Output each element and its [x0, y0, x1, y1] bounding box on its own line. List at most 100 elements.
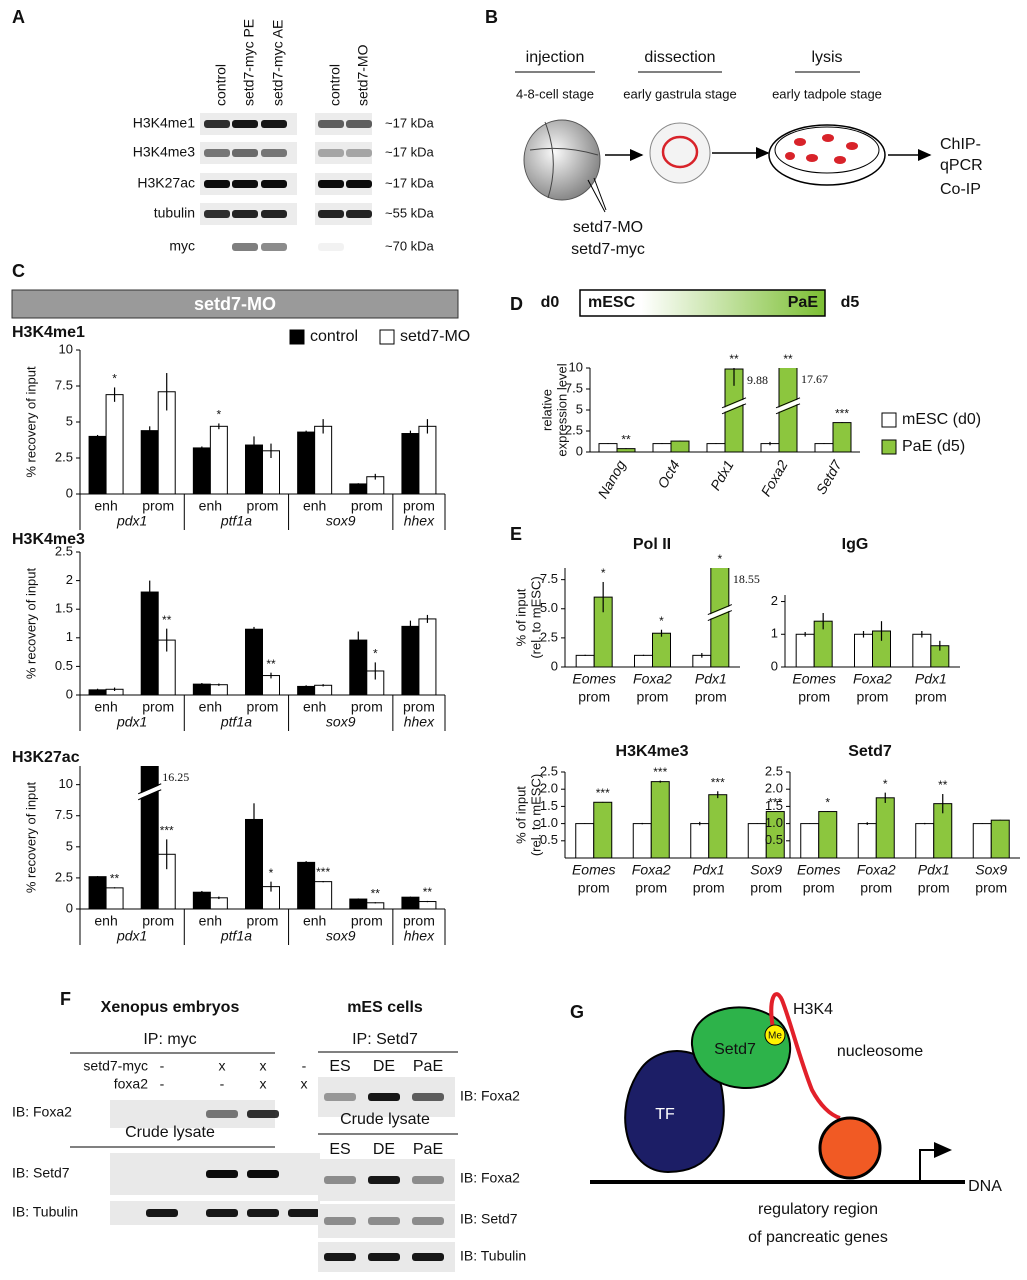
y-tick-label: 10 — [59, 776, 73, 791]
bar — [616, 448, 636, 453]
legend-swatch — [289, 329, 305, 345]
y-tick-label: 7.5 — [55, 807, 73, 822]
x-tick-label: Oct4 — [654, 457, 683, 491]
chart-title: H3K4me1 — [12, 324, 85, 341]
value-label: 17.67 — [801, 372, 828, 386]
condition-mark: - — [160, 1076, 165, 1092]
bar — [401, 896, 420, 910]
bar — [349, 898, 368, 910]
region-label: of pancreatic genes — [748, 1229, 888, 1246]
axis-break — [775, 398, 801, 413]
chart: Setd7 0.5 1.0 1.5 2.0 2.5 Eomes prom * Foxa2 prom *… — [765, 743, 1020, 896]
x-tick-sublabel: prom — [803, 880, 835, 896]
blot — [315, 142, 372, 164]
x-tick-sublabel: prom — [857, 689, 889, 705]
band — [146, 1209, 178, 1217]
bar — [105, 394, 124, 495]
x-tick-label: Nanog — [594, 457, 629, 501]
legend-label: setd7-MO — [400, 328, 470, 345]
nucleosome-label: nucleosome — [837, 1043, 923, 1060]
y-axis-label: % recovery of input — [23, 366, 38, 478]
x-tick-label: prom — [403, 913, 435, 929]
y-tick-label: 0.5 — [540, 832, 558, 847]
band — [204, 210, 230, 218]
section-title: Crude lysate — [125, 1124, 215, 1141]
panel-letter: A — [12, 7, 25, 27]
readout: qPCR — [940, 157, 983, 174]
x-tick-label: prom — [351, 913, 383, 929]
step-title: lysis — [811, 49, 842, 66]
blot-label: H3K27ac — [137, 175, 195, 191]
band — [247, 1110, 279, 1118]
bar — [818, 811, 838, 859]
bar — [652, 632, 671, 668]
lane-label: ES — [329, 1058, 350, 1075]
x-tick-label: Eomes — [797, 862, 841, 878]
chart: IgG 0 1 2 Eomes prom Foxa2 prom Pdx1 prom — [771, 536, 960, 705]
group-label: sox9 — [326, 513, 356, 529]
tf-shape — [624, 1050, 725, 1174]
x-tick-label: Pdx1 — [915, 671, 947, 687]
bar — [632, 823, 652, 859]
band — [318, 243, 344, 251]
y-tick-label: 2.0 — [540, 781, 558, 796]
size-label: ~55 kDa — [385, 205, 435, 220]
panel-letter: G — [570, 1002, 584, 1022]
bar — [708, 794, 728, 859]
reagent: setd7-myc — [571, 241, 645, 258]
bar — [88, 435, 107, 495]
y-tick-label: 1 — [771, 626, 778, 641]
x-tick-label: Pdx1 — [695, 671, 727, 687]
x-tick-label: Foxa2 — [857, 862, 896, 878]
band — [232, 149, 258, 157]
bar — [800, 823, 820, 859]
region-label: regulatory region — [758, 1201, 878, 1218]
blot-label: IB: Tubulin — [460, 1248, 526, 1264]
condition-mark: - — [220, 1076, 225, 1092]
y-tick-label: 1.5 — [765, 798, 783, 813]
bar — [634, 654, 653, 668]
bar — [297, 685, 316, 696]
group-label: ptf1a — [220, 513, 252, 529]
bar — [875, 797, 895, 859]
x-tick-sublabel: prom — [578, 689, 610, 705]
significance: * — [217, 408, 222, 422]
chart-title: Setd7 — [848, 743, 892, 760]
x-tick-sublabel: prom — [860, 880, 892, 896]
axis-break — [721, 397, 747, 409]
band — [261, 243, 287, 251]
y-axis-label: % of input — [513, 588, 528, 646]
condition-mark: - — [160, 1058, 165, 1074]
bar — [314, 425, 333, 495]
x-tick-label: Sox9 — [975, 862, 1007, 878]
blot-label: H3K4me1 — [133, 115, 195, 131]
significance: *** — [596, 786, 610, 800]
blot-label: IB: Foxa2 — [460, 1170, 520, 1186]
explant — [661, 135, 699, 169]
bar — [192, 891, 211, 910]
group-label: hhex — [404, 714, 435, 730]
bar — [795, 633, 815, 668]
bar — [418, 618, 437, 696]
x-tick-label: prom — [247, 498, 279, 514]
x-tick-label: Eomes — [572, 671, 616, 687]
group-label: hhex — [404, 513, 435, 529]
band — [368, 1253, 400, 1261]
band — [232, 243, 258, 251]
band — [346, 210, 372, 218]
significance: *** — [835, 406, 849, 420]
blot-label: IB: Foxa2 — [460, 1088, 520, 1104]
bar — [418, 901, 437, 910]
bar — [314, 881, 333, 910]
y-tick-label: 0 — [771, 658, 778, 673]
significance: *** — [316, 865, 330, 879]
axis-break — [707, 604, 733, 616]
section-title: Xenopus embryos — [101, 999, 240, 1016]
bar — [854, 633, 873, 668]
lane-label: setd7-myc PE — [241, 19, 257, 106]
step-title: injection — [526, 49, 585, 66]
band — [204, 149, 230, 157]
bar — [209, 425, 228, 495]
x-tick-label: enh — [199, 498, 222, 514]
x-tick-label: Foxa2 — [853, 671, 892, 687]
